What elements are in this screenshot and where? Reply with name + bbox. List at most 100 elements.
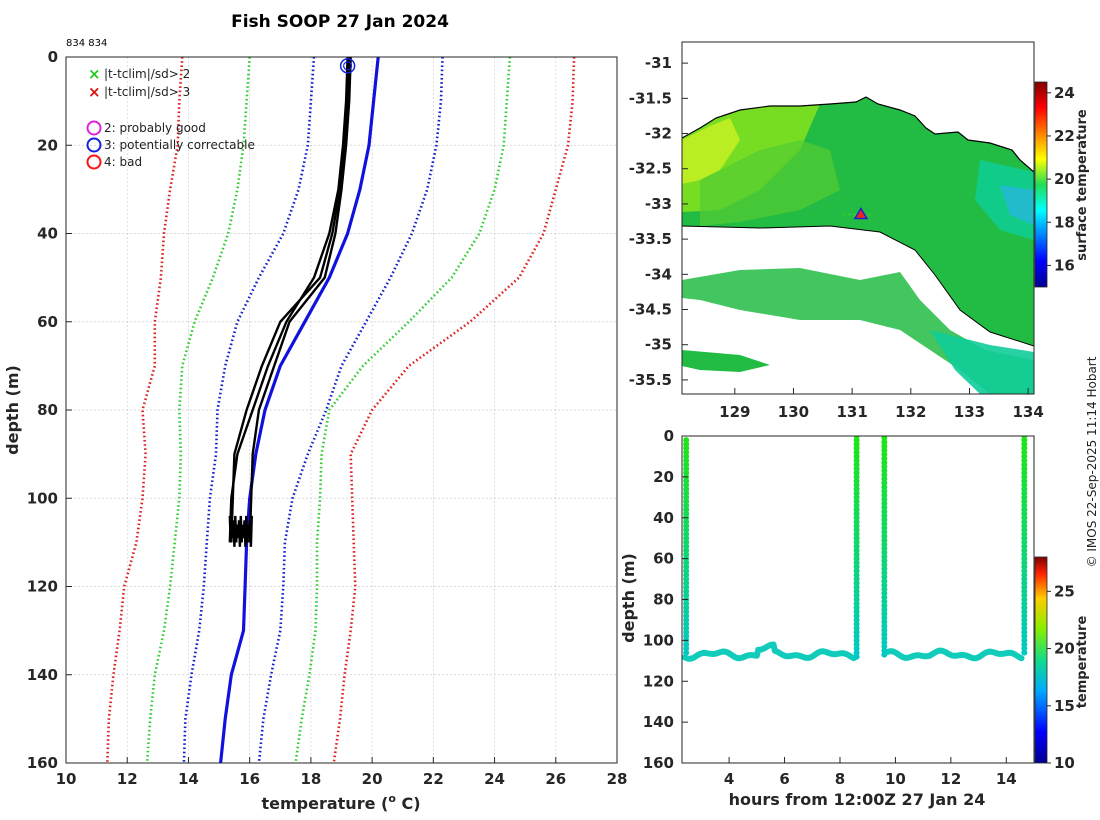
tow-x-tick-label: 8: [835, 770, 845, 788]
temperature-colorbar-tick-label: 20: [1054, 640, 1075, 658]
sst-colorbar-tick-label: 20: [1054, 170, 1075, 188]
series-line-mean-2-sd: [294, 57, 512, 763]
map-y-tick-label: -33: [645, 195, 672, 213]
profile-ticks: 10 12 14 16 18 20 22 24 26 28 0 20 40 60 80 100 120 140 16…: [27, 48, 628, 788]
y-axis-label: depth (m): [3, 365, 22, 455]
tow-scatter: [682, 436, 1028, 662]
map-x-tick-label: 133: [954, 403, 985, 421]
tow-y-tick-label: 80: [653, 591, 674, 609]
series-line-mean-3-sd: [332, 57, 576, 763]
x-tick-label: 12: [117, 770, 138, 788]
sst-colorbar: [1034, 81, 1048, 288]
y-tick-label: 60: [37, 313, 58, 331]
temperature-colorbar-tick-label: 10: [1054, 754, 1075, 772]
x-axis-label-degree: o: [388, 792, 396, 805]
tow-y-tick-label: 120: [643, 672, 674, 690]
sst-coolest-region: [1000, 185, 1034, 225]
legend-marker-circle-red: [86, 154, 102, 170]
legend: × |t-tclim|/sd> 2 × |t-tclim|/sd> 3 2: p…: [86, 65, 255, 170]
tow-x-tick-label: 4: [724, 770, 734, 788]
chart-title: Fish SOOP 27 Jan 2024: [231, 12, 449, 32]
series-line-mean-2-sd: [145, 57, 251, 763]
tow-x-tick-label: 12: [940, 770, 961, 788]
tow-y-tick-label: 40: [653, 509, 674, 527]
tow-y-tick-label: 100: [643, 631, 674, 649]
tow-y-tick-label: 20: [653, 468, 674, 486]
map-ticks: 129 130 131 132 133 134 -31 -31.5 -32 -32.5 -33 -33…: [629, 54, 1044, 421]
x-tick-label: 22: [423, 770, 444, 788]
profile-bottom-wiggle: [228, 515, 253, 547]
x-tick-label: 20: [362, 770, 383, 788]
x-axis-label: temperature (o C): [261, 792, 420, 813]
tow-track: [682, 641, 857, 662]
y-tick-label: 80: [37, 401, 58, 419]
map-y-tick-label: -31: [645, 54, 672, 72]
tow-y-tick-label: 60: [653, 550, 674, 568]
tow-x-tick-label: 10: [885, 770, 906, 788]
legend-marker-circle-magenta: [86, 120, 102, 136]
x-tick-label: 18: [300, 770, 321, 788]
map-x-tick-label: 130: [778, 403, 809, 421]
legend-marker-x-red: ×: [88, 83, 101, 101]
flag-marker-inner: [343, 61, 353, 71]
legend-entry: |t-tclim|/sd> 3: [104, 85, 190, 99]
temperature-colorbar-tick-label: 25: [1054, 582, 1075, 600]
map-x-tick-label: 132: [895, 403, 926, 421]
legend-entry: 4: bad: [104, 155, 142, 169]
x-axis-label-unit: C): [396, 794, 421, 813]
map-axes-box: [681, 41, 1035, 395]
cast-point: [881, 651, 888, 658]
legend-entry: 3: potentially correctable: [104, 138, 255, 152]
temperature-colorbar-tick-label: 15: [1054, 697, 1075, 715]
map-y-tick-label: -35.5: [629, 371, 672, 389]
x-tick-label: 10: [56, 770, 77, 788]
x-tick-label: 16: [239, 770, 260, 788]
sst-mid-region: [700, 140, 840, 226]
sst-colorbar-ticks: 16 18 20 22 24: [1047, 84, 1075, 274]
map-y-tick-label: -31.5: [629, 89, 672, 107]
x-axis-label-main: temperature (: [261, 794, 388, 813]
map-y-tick-label: -33.5: [629, 230, 672, 248]
series-line-profile-3: [248, 57, 352, 543]
series-line-mean-1-sd: [257, 57, 444, 763]
legend-marker-x-green: ×: [88, 65, 101, 83]
series-line-mean-1-sd: [182, 57, 316, 763]
series-line-climatology-mean: [219, 57, 380, 763]
flag-marker-circle: [339, 58, 356, 74]
sst-field: [682, 42, 1034, 394]
tow-track: [884, 647, 1025, 662]
tow-x-axis-label: hours from 12:00Z 27 Jan 24: [729, 790, 986, 809]
coastline: [682, 96, 1034, 173]
tow-y-tick-label: 140: [643, 713, 674, 731]
legend-marker-circle-blue: [86, 137, 102, 153]
flag-marker: [339, 58, 356, 74]
map-y-tick-label: -35: [645, 336, 672, 354]
series-line-mean-3-sd: [106, 57, 184, 763]
sst-colorbar-tick-label: 18: [1054, 213, 1075, 231]
temperature-colorbar: [1034, 556, 1048, 764]
sst-colorbar-tick-label: 24: [1054, 84, 1075, 102]
legend-entry: 2: probably good: [104, 121, 206, 135]
sst-small-patch: [682, 350, 770, 372]
sst-coastal-patch: [682, 268, 1034, 394]
map-y-tick-label: -34.5: [629, 301, 672, 319]
sst-coastal-cool-patch: [930, 330, 1034, 394]
map-y-tick-label: -32: [645, 125, 672, 143]
tow-x-tick-label: 14: [996, 770, 1017, 788]
temperature-colorbar-label: temperature: [1075, 616, 1090, 709]
y-tick-label: 140: [27, 666, 58, 684]
cast-point: [1021, 649, 1028, 656]
profile-tag: 834 834: [66, 38, 107, 49]
sst-colorbar-label: surface temperature: [1075, 109, 1090, 261]
tow-x-tick-label: 6: [779, 770, 789, 788]
land-mask: [682, 42, 1034, 172]
map-y-tick-label: -34: [645, 265, 672, 283]
map-x-tick-label: 129: [719, 403, 750, 421]
tow-y-axis-label: depth (m): [619, 553, 638, 643]
series-line-profile-2: [230, 57, 351, 543]
profile-series: [106, 57, 576, 763]
x-tick-label: 26: [545, 770, 566, 788]
y-tick-label: 0: [48, 48, 58, 66]
